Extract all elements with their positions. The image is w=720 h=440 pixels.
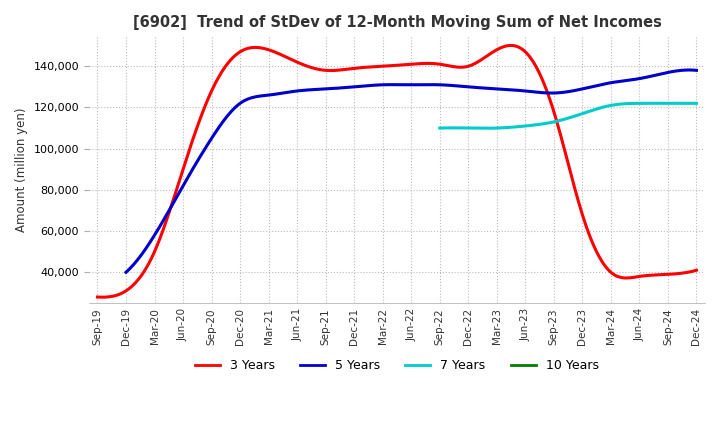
Legend: 3 Years, 5 Years, 7 Years, 10 Years: 3 Years, 5 Years, 7 Years, 10 Years (190, 354, 603, 378)
5 Years (639, 75, 647, 81)
3 Years (462, 64, 470, 70)
Line: 7 Years: 7 Years (440, 103, 696, 128)
7 Years (480, 125, 489, 131)
3 Years (95, 294, 104, 300)
7 Years (593, 106, 602, 111)
5 Years (603, 81, 611, 86)
7 Years (692, 101, 701, 106)
7 Years (589, 107, 598, 113)
7 Years (670, 101, 678, 106)
5 Years (122, 270, 130, 275)
7 Years (436, 125, 445, 131)
7 Years (647, 101, 656, 106)
7 Years (588, 108, 597, 113)
7 Years (436, 125, 444, 131)
3 Years (506, 43, 515, 48)
5 Years (459, 84, 468, 89)
Line: 5 Years: 5 Years (126, 70, 696, 272)
5 Years (685, 67, 693, 73)
3 Years (97, 294, 106, 300)
3 Years (692, 268, 701, 273)
5 Years (471, 85, 480, 90)
Title: [6902]  Trend of StDev of 12-Month Moving Sum of Net Incomes: [6902] Trend of StDev of 12-Month Moving… (132, 15, 662, 30)
7 Years (654, 101, 662, 106)
Line: 3 Years: 3 Years (97, 45, 696, 297)
3 Years (451, 64, 460, 70)
5 Years (692, 68, 701, 73)
3 Years (93, 294, 102, 300)
Y-axis label: Amount (million yen): Amount (million yen) (15, 107, 28, 231)
3 Years (602, 265, 611, 270)
3 Years (640, 273, 649, 279)
5 Years (462, 84, 470, 89)
5 Years (124, 268, 132, 273)
3 Years (450, 64, 459, 70)
